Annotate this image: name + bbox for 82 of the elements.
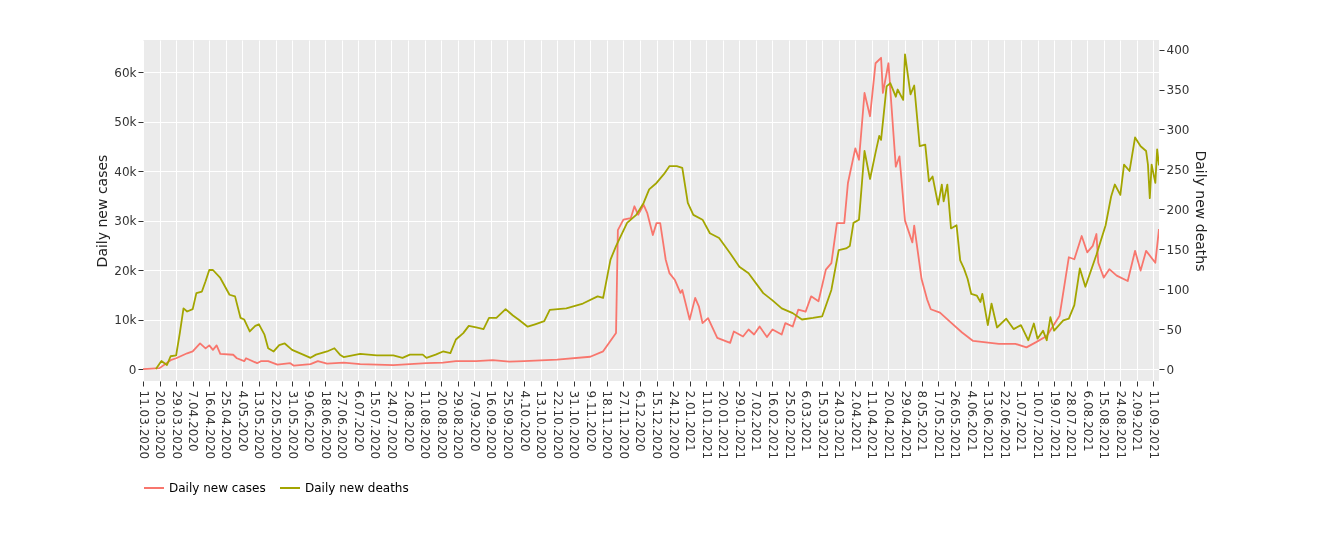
x-tick-label: 20.08.2020	[434, 390, 449, 460]
x-tick-label: 24.08.2021	[1113, 390, 1128, 460]
x-tick-label: 22.05.2020	[269, 390, 284, 460]
x-tick-label: 27.06.2020	[335, 390, 350, 460]
x-tick-label: 7.02.2021	[749, 390, 764, 452]
y2-tick-label: 50	[1166, 322, 1182, 337]
y2-tick-label: 350	[1166, 83, 1190, 98]
x-tick-label: 25.02.2021	[782, 390, 797, 460]
x-tick-label: 4.05.2020	[235, 390, 250, 452]
x-tick-label: 19.07.2021	[1047, 390, 1062, 460]
x-tick-label: 18.11.2020	[600, 390, 615, 460]
x-tick-label: 7.04.2020	[186, 390, 201, 452]
y-tick-label: 30k	[114, 214, 137, 229]
x-tick-label: 13.06.2021	[981, 390, 996, 460]
x-tick-label: 29.03.2020	[169, 390, 184, 460]
x-tick-label: 15.07.2020	[368, 390, 383, 460]
x-tick-label: 15.03.2021	[815, 390, 830, 460]
x-tick-label: 6.07.2020	[351, 390, 366, 452]
x-tick-label: 24.03.2021	[832, 390, 847, 460]
x-tick-label: 25.04.2020	[219, 390, 234, 460]
x-tick-label: 17.05.2021	[931, 390, 946, 460]
x-tick-label: 11.01.2021	[699, 390, 714, 460]
y-tick-label: 10k	[114, 313, 137, 328]
y2-tick-label: 400	[1166, 43, 1190, 58]
x-tick-label: 20.04.2021	[881, 390, 896, 460]
y-axis-title: Daily new cases	[94, 154, 111, 268]
x-tick-label: 20.03.2020	[153, 390, 168, 460]
x-tick-label: 11.08.2020	[418, 390, 433, 460]
y-tick-label: 0	[128, 362, 137, 377]
y2-tick-label: 300	[1166, 122, 1190, 137]
x-tick-label: 29.08.2020	[451, 390, 466, 460]
x-tick-label: 20.01.2021	[716, 390, 731, 460]
x-tick-label: 31.10.2020	[567, 390, 582, 460]
x-tick-label: 22.06.2021	[997, 390, 1012, 460]
x-tick-label: 2.09.2021	[1130, 390, 1145, 452]
y2-axis-title: Daily new deaths	[1193, 150, 1210, 272]
x-tick-label: 6.03.2021	[799, 390, 814, 452]
x-tick-label: 1.07.2021	[1014, 390, 1029, 452]
x-tick-label: 11.03.2020	[136, 390, 151, 460]
x-tick-label: 15.08.2021	[1097, 390, 1112, 460]
x-tick-label: 31.05.2020	[285, 390, 300, 460]
x-tick-label: 25.09.2020	[500, 390, 515, 460]
y2-tick-label: 250	[1166, 162, 1190, 177]
x-tick-label: 16.02.2021	[765, 390, 780, 460]
y2-tick-label: 150	[1166, 242, 1190, 257]
x-tick-label: 16.09.2020	[484, 390, 499, 460]
x-tick-label: 11.04.2021	[865, 390, 880, 460]
x-tick-label: 22.10.2020	[550, 390, 565, 460]
x-tick-label: 29.04.2021	[898, 390, 913, 460]
legend-label: Daily new deaths	[305, 481, 409, 495]
x-tick-label: 8.05.2021	[915, 390, 930, 452]
x-tick-label: 24.12.2020	[666, 390, 681, 460]
x-tick-label: 18.06.2020	[318, 390, 333, 460]
x-tick-label: 24.07.2020	[384, 390, 399, 460]
x-tick-label: 9.11.2020	[583, 390, 598, 452]
y2-tick-label: 200	[1166, 202, 1190, 217]
x-tick-label: 29.01.2021	[732, 390, 747, 460]
x-tick-label: 4.06.2021	[964, 390, 979, 452]
x-tick-label: 6.12.2020	[633, 390, 648, 452]
x-tick-label: 11.09.2021	[1146, 390, 1161, 460]
x-tick-label: 2.04.2021	[848, 390, 863, 452]
y-tick-label: 50k	[114, 115, 137, 130]
x-tick-label: 15.12.2020	[650, 390, 665, 460]
x-tick-label: 13.10.2020	[534, 390, 549, 460]
x-tick-label: 9.06.2020	[302, 390, 317, 452]
x-tick-label: 26.05.2021	[948, 390, 963, 460]
x-tick-label: 6.08.2021	[1080, 390, 1095, 452]
x-tick-label: 13.05.2020	[252, 390, 267, 460]
x-tick-label: 2.08.2020	[401, 390, 416, 452]
legend-label: Daily new cases	[169, 481, 266, 495]
x-tick-label: 16.04.2020	[202, 390, 217, 460]
y2-tick-label: 100	[1166, 282, 1190, 297]
x-tick-label: 2.01.2021	[683, 390, 698, 452]
x-tick-label: 28.07.2021	[1064, 390, 1079, 460]
y2-tick-label: 0	[1166, 362, 1175, 377]
x-tick-label: 10.07.2021	[1031, 390, 1046, 460]
x-tick-label: 27.11.2020	[616, 390, 631, 460]
x-tick-label: 7.09.2020	[467, 390, 482, 452]
x-tick-label: 4.10.2020	[517, 390, 532, 452]
y-tick-label: 40k	[114, 164, 137, 179]
y-tick-label: 20k	[114, 263, 137, 278]
y-tick-label: 60k	[114, 65, 137, 80]
